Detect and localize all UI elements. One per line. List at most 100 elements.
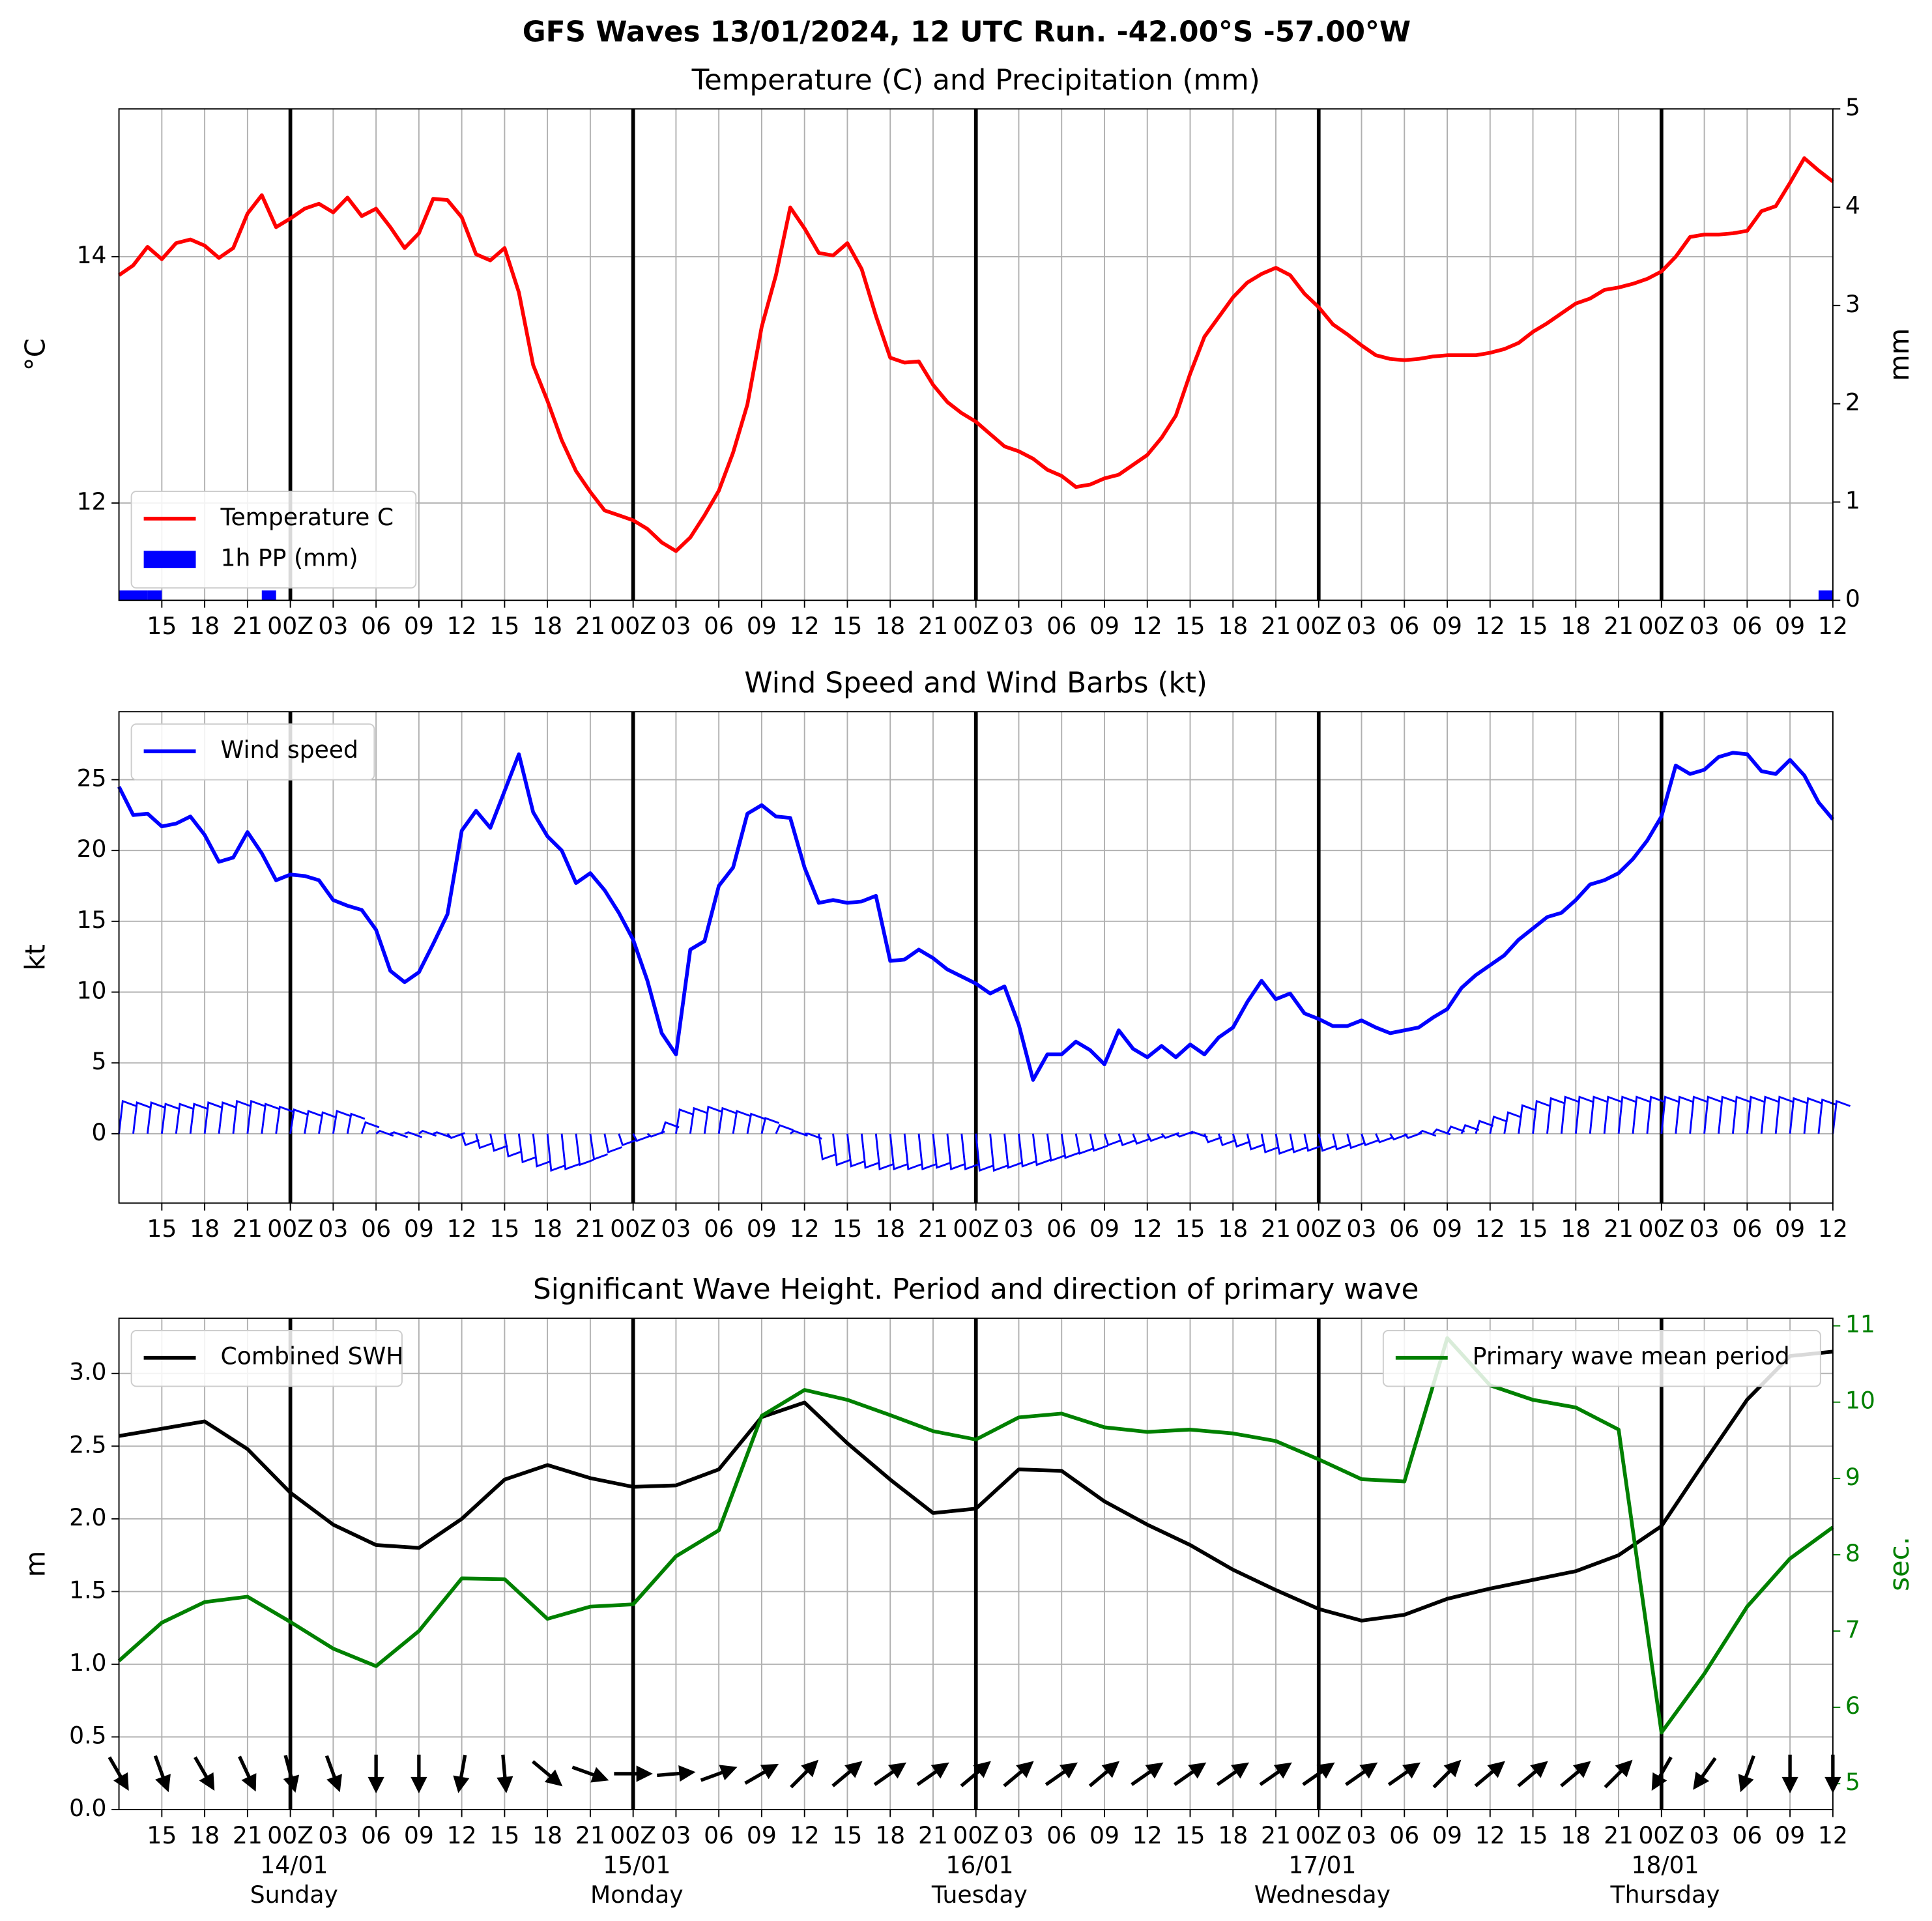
chart-title: GFS Waves 13/01/2024, 12 UTC Run. -42.00…	[523, 15, 1411, 48]
x-tick-label: 03	[661, 612, 691, 640]
wind-barb	[1603, 1095, 1622, 1134]
x-tick-label: 15	[832, 612, 862, 640]
wave-arrow	[1302, 1762, 1335, 1786]
wind-barb	[1432, 1128, 1451, 1136]
wind-barb	[147, 1101, 166, 1134]
wind-barb	[1275, 1133, 1294, 1155]
x-tick-label: 21	[918, 1215, 948, 1243]
wind-barb	[1475, 1119, 1494, 1134]
wind-barb	[1460, 1123, 1480, 1134]
wave-arrow	[790, 1759, 819, 1789]
wind-barb	[404, 1131, 423, 1138]
wind-barb	[975, 1133, 994, 1172]
x-tick-label: 03	[1690, 1821, 1720, 1849]
y2-axis-label: sec.	[1883, 1537, 1915, 1591]
wind-barb	[960, 1133, 979, 1171]
x-tick-label: 09	[747, 612, 777, 640]
x-tick-label: 03	[661, 1215, 691, 1243]
wind-barb	[1303, 1133, 1322, 1152]
wind-barb	[360, 1121, 380, 1134]
series-line	[117, 1336, 1834, 1735]
wind-barb	[332, 1110, 351, 1134]
x-tick-label: 06	[1732, 1215, 1762, 1243]
y-tick-label: 5	[92, 1047, 107, 1075]
wind-barb	[1117, 1133, 1137, 1147]
wind-barb	[1389, 1133, 1408, 1141]
wind-barb	[1289, 1133, 1308, 1153]
wind-barb	[1361, 1133, 1379, 1147]
wind-barb	[1703, 1095, 1722, 1134]
series-line	[117, 156, 1834, 553]
x-tick-label: 21	[575, 612, 605, 640]
subplot-title: Wind Speed and Wind Barbs (kt)	[744, 666, 1207, 699]
y-tick-label: 14	[77, 241, 107, 269]
y2-tick-label: 5	[1845, 1768, 1860, 1796]
wave-arrow	[1781, 1754, 1798, 1794]
wind-barb	[846, 1133, 865, 1168]
wind-barb	[218, 1101, 237, 1134]
wave-arrow	[1387, 1762, 1421, 1786]
y-tick-label: 12	[77, 487, 107, 515]
y-axis-label: m	[20, 1551, 51, 1578]
day-label: Thursday	[1610, 1881, 1720, 1909]
wave-arrow	[497, 1754, 513, 1794]
plot-frame	[118, 1318, 1834, 1810]
x-tick-label: 21	[1261, 612, 1291, 640]
legend-box	[130, 723, 375, 781]
x-tick-label: 03	[318, 1821, 348, 1849]
x-tick-label: 03	[1347, 1215, 1377, 1243]
wind-barb	[1489, 1115, 1508, 1134]
wind-barb	[1803, 1097, 1823, 1134]
wind-barb	[246, 1099, 265, 1134]
wind-barb	[1260, 1133, 1280, 1153]
x-tick-label: 12	[790, 1821, 820, 1849]
wave-arrow	[571, 1765, 609, 1783]
wind-barb	[889, 1133, 908, 1171]
x-tick-label: 12	[1818, 612, 1848, 640]
wind-barb	[932, 1133, 951, 1169]
wind-barb	[1446, 1125, 1465, 1134]
wind-barb	[1832, 1099, 1851, 1134]
x-tick-label: 21	[233, 1821, 263, 1849]
wind-barb	[874, 1133, 894, 1171]
y2-tick-label: 11	[1845, 1310, 1875, 1338]
x-tick-label: 06	[1389, 1215, 1419, 1243]
wind-barb	[390, 1131, 409, 1138]
wind-barb	[446, 1132, 465, 1140]
x-tick-label: 06	[361, 612, 391, 640]
legend-box	[1382, 1329, 1821, 1387]
wave-arrow	[1517, 1761, 1548, 1787]
legend-box	[130, 1329, 403, 1387]
wind-barb	[1132, 1133, 1151, 1145]
wind-barb	[175, 1103, 194, 1134]
y2-tick-label: 6	[1845, 1692, 1860, 1720]
wind-barb	[1560, 1095, 1579, 1134]
wind-barb	[832, 1133, 851, 1166]
wind-barb	[1404, 1132, 1422, 1140]
day-label: Sunday	[250, 1881, 338, 1909]
wind-barb	[1074, 1133, 1094, 1155]
x-tick-label: 09	[1089, 1215, 1119, 1243]
y-tick-label: 2.0	[69, 1503, 106, 1531]
wind-barb	[1503, 1111, 1522, 1134]
y-tick-label: 10	[77, 977, 107, 1005]
x-tick-label: 18	[1561, 1821, 1591, 1849]
wind-barb	[703, 1105, 723, 1134]
subplot-title: Significant Wave Height. Period and dire…	[533, 1273, 1419, 1306]
wind-barb	[1774, 1095, 1794, 1134]
y-tick-label: 20	[77, 835, 107, 863]
wave-arrow	[916, 1762, 949, 1786]
y-tick-label: 1.5	[69, 1576, 106, 1604]
x-tick-label: 00Z	[1295, 1821, 1342, 1849]
y-tick-label: 0.0	[69, 1794, 106, 1822]
x-tick-label: 12	[1132, 612, 1162, 640]
wind-barb	[189, 1103, 209, 1134]
x-tick-label: 18	[1561, 1215, 1591, 1243]
x-tick-label: 06	[1389, 612, 1419, 640]
x-tick-label: 09	[1775, 1215, 1805, 1243]
x-tick-label: 06	[1046, 612, 1076, 640]
x-tick-label: 15	[832, 1821, 862, 1849]
x-tick-label: 03	[318, 612, 348, 640]
y2-tick-label: 5	[1845, 93, 1860, 121]
